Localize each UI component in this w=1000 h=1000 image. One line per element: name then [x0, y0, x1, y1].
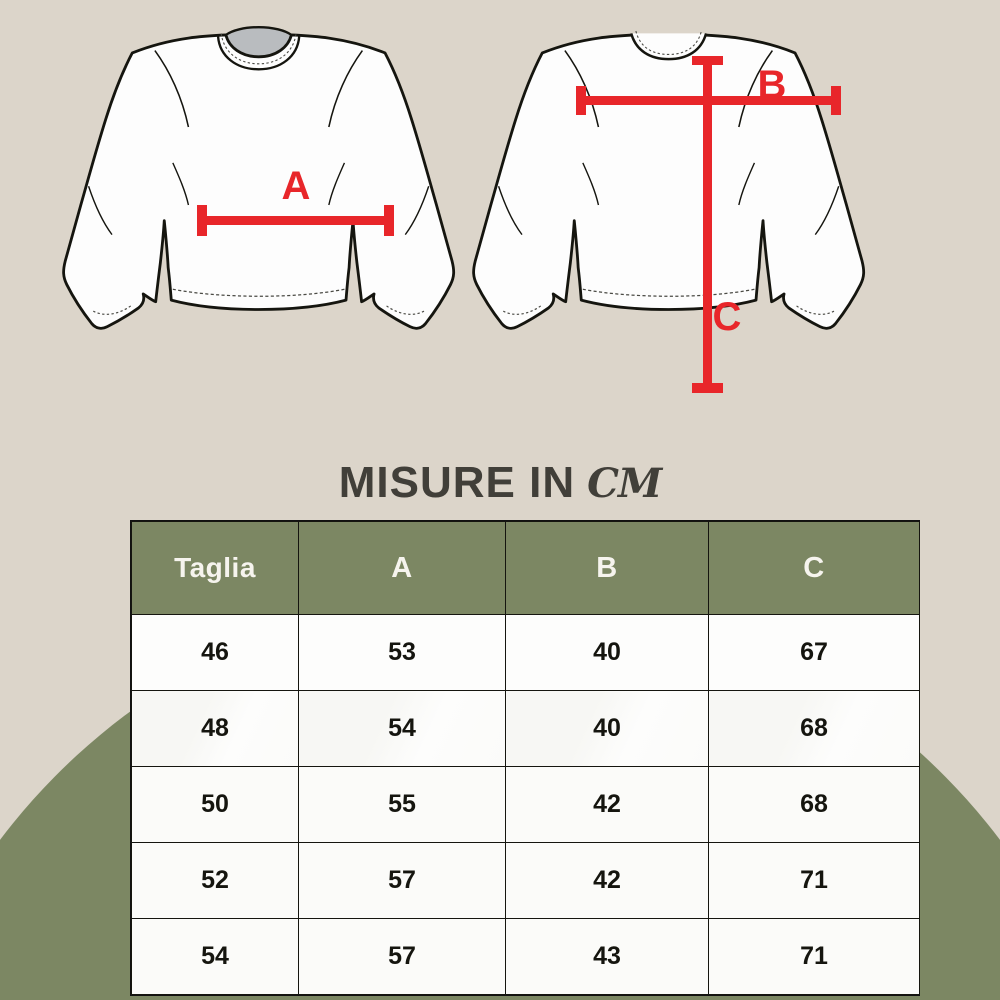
table-header-row: Taglia A B C — [131, 521, 920, 615]
cell-taglia: 50 — [131, 766, 299, 843]
table-row: 48 54 40 68 — [131, 690, 920, 767]
size-table: Taglia A B C 46 53 40 67 48 54 40 68 — [131, 521, 920, 995]
cell-a: 54 — [298, 690, 506, 767]
cell-b: 43 — [505, 918, 709, 995]
cell-b: 42 — [505, 842, 709, 919]
cell-c: 71 — [708, 842, 920, 919]
column-header-a: A — [298, 521, 506, 615]
column-header-c: C — [708, 521, 920, 615]
measure-label-a: A — [282, 164, 311, 208]
cell-c: 68 — [708, 766, 920, 843]
garment-illustrations: A — [0, 0, 1000, 450]
table-row: 46 53 40 67 — [131, 614, 920, 691]
measure-line-c — [692, 56, 723, 393]
cell-c: 71 — [708, 918, 920, 995]
cell-a: 57 — [298, 918, 506, 995]
column-header-taglia: Taglia — [131, 521, 299, 615]
cell-taglia: 54 — [131, 918, 299, 995]
chart-title-unit: CM — [587, 459, 662, 507]
table-row: 54 57 43 71 — [131, 918, 920, 995]
cell-c: 67 — [708, 614, 920, 691]
back-view-garment — [472, 30, 866, 330]
cell-b: 42 — [505, 766, 709, 843]
column-header-b: B — [505, 521, 709, 615]
measure-label-c: C — [713, 295, 742, 339]
chart-title-main: MISURE IN — [338, 458, 576, 507]
cell-taglia: 48 — [131, 690, 299, 767]
measure-label-b: B — [758, 63, 787, 107]
cell-b: 40 — [505, 690, 709, 767]
cell-b: 40 — [505, 614, 709, 691]
cell-taglia: 46 — [131, 614, 299, 691]
measure-line-b — [576, 86, 841, 115]
table-row: 52 57 42 71 — [131, 842, 920, 919]
chart-title: MISURE IN CM — [0, 458, 1000, 508]
cell-c: 68 — [708, 690, 920, 767]
cell-taglia: 52 — [131, 842, 299, 919]
cell-a: 53 — [298, 614, 506, 691]
cell-a: 55 — [298, 766, 506, 843]
table-row: 50 55 42 68 — [131, 766, 920, 843]
measure-line-a — [197, 205, 394, 236]
cell-a: 57 — [298, 842, 506, 919]
front-view-garment — [62, 25, 456, 330]
size-table-wrapper: Taglia A B C 46 53 40 67 48 54 40 68 — [131, 521, 920, 995]
